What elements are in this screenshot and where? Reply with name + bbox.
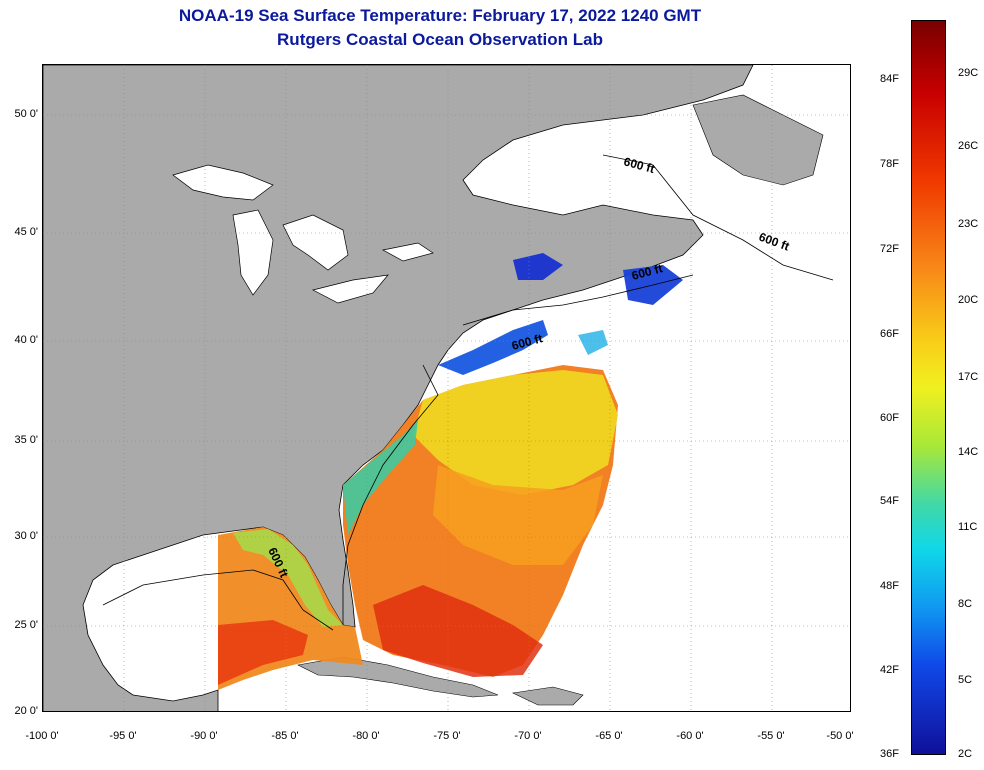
- colorbar-f-label: 36F: [880, 748, 899, 760]
- lon-label-50: -50 0': [826, 730, 854, 742]
- colorbar-f-label: 84F: [880, 73, 899, 85]
- lon-label-90: -90 0': [190, 730, 218, 742]
- graticule: [43, 65, 850, 711]
- colorbar: [911, 20, 946, 755]
- colorbar-f-label: 48F: [880, 580, 899, 592]
- colorbar-f-label: 54F: [880, 495, 899, 507]
- colorbar-c-label: 23C: [958, 218, 979, 230]
- lat-label-30: 30 0': [14, 530, 38, 542]
- lat-label-25: 25 0': [14, 619, 38, 631]
- lat-label-40: 40 0': [14, 334, 38, 346]
- colorbar-c-label: 11C: [958, 521, 978, 533]
- sst-gulf-shelf: [233, 529, 343, 627]
- lon-label-85: -85 0': [271, 730, 299, 742]
- sst-map[interactable]: 600 ft 600 ft 600 ft 600 ft 600 ft: [42, 64, 851, 712]
- colorbar-f-label: 78F: [880, 158, 899, 170]
- colorbar-f-label: 72F: [880, 243, 899, 255]
- colorbar-c-label: 26C: [958, 140, 979, 152]
- lon-label-70: -70 0': [514, 730, 542, 742]
- colorbar-f-label: 66F: [880, 328, 899, 340]
- colorbar-c-label: 2C: [958, 748, 973, 760]
- colorbar-f-label: 42F: [880, 664, 899, 676]
- map-title: NOAA-19 Sea Surface Temperature: Februar…: [178, 6, 702, 25]
- lat-label-35: 35 0': [14, 434, 38, 446]
- colorbar-c-label: 20C: [958, 294, 979, 306]
- hispaniola: [511, 686, 584, 706]
- lon-label-100: -100 0': [25, 730, 59, 742]
- cuba: [297, 656, 499, 698]
- lon-label-60: -60 0': [676, 730, 704, 742]
- colorbar-c-label: 17C: [958, 371, 979, 383]
- sst-shelf-blue-2: [513, 253, 563, 280]
- lat-label-20: 20 0': [14, 705, 38, 717]
- colorbar-f-label: 60F: [880, 412, 899, 424]
- lon-label-65: -65 0': [595, 730, 623, 742]
- lat-label-50: 50 0': [14, 108, 38, 120]
- map-subtitle: Rutgers Coastal Ocean Observation Lab: [277, 30, 603, 49]
- sst-atlantic-red: [373, 585, 543, 677]
- sst-shelf-cyan: [578, 330, 608, 355]
- contour-600ft: [102, 154, 834, 631]
- colorbar-c-label: 14C: [958, 446, 979, 458]
- colorbar-c-label: 5C: [958, 674, 973, 686]
- lon-label-95: -95 0': [109, 730, 137, 742]
- lat-label-45: 45 0': [14, 226, 38, 238]
- colorbar-c-label: 29C: [958, 67, 979, 79]
- colorbar-c-label: 8C: [958, 598, 973, 610]
- sst-atlantic-yellow: [413, 370, 618, 495]
- great-lakes: [172, 164, 434, 304]
- sst-gulf-red: [218, 620, 308, 685]
- contour-label: 600 ft: [757, 230, 791, 254]
- contour-label: 600 ft: [622, 154, 656, 176]
- newfoundland: [692, 94, 824, 186]
- sst-coastal-green: [343, 420, 418, 535]
- lon-label-75: -75 0': [433, 730, 461, 742]
- sst-atlantic-orange-mid: [433, 465, 603, 565]
- sst-shelf-blue-1: [438, 320, 548, 375]
- lon-label-55: -55 0': [757, 730, 785, 742]
- lon-label-80: -80 0': [352, 730, 380, 742]
